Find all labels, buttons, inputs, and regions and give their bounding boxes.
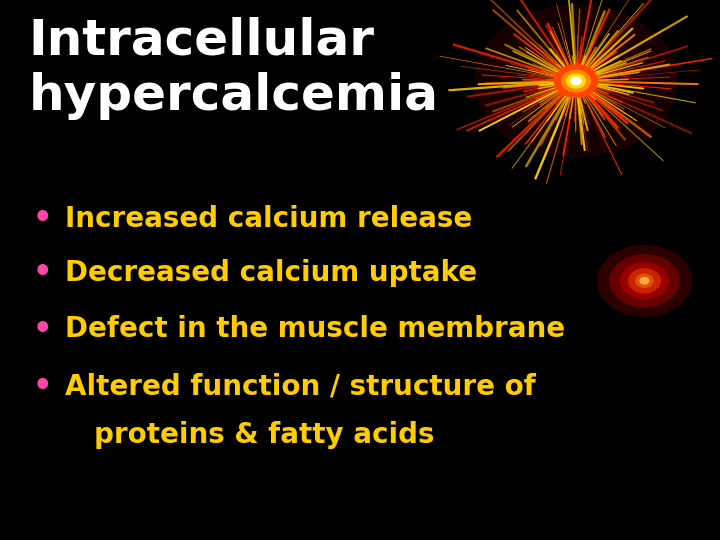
Circle shape xyxy=(598,246,691,316)
Circle shape xyxy=(475,5,677,157)
Text: Decreased calcium uptake: Decreased calcium uptake xyxy=(65,259,477,287)
Circle shape xyxy=(567,74,585,88)
Text: Intracellular
hypercalcemia: Intracellular hypercalcemia xyxy=(29,16,438,120)
Text: proteins & fatty acids: proteins & fatty acids xyxy=(94,421,434,449)
Circle shape xyxy=(562,70,590,92)
Circle shape xyxy=(571,77,581,85)
Text: Defect in the muscle membrane: Defect in the muscle membrane xyxy=(65,315,565,343)
Text: Increased calcium release: Increased calcium release xyxy=(65,205,472,233)
Circle shape xyxy=(629,269,660,293)
Text: •: • xyxy=(32,204,52,233)
Text: Altered function / structure of: Altered function / structure of xyxy=(65,372,536,400)
Circle shape xyxy=(640,278,649,284)
Text: •: • xyxy=(32,315,52,344)
Text: •: • xyxy=(32,258,52,287)
Circle shape xyxy=(636,274,653,287)
Circle shape xyxy=(621,263,668,299)
Circle shape xyxy=(610,255,679,307)
Text: •: • xyxy=(32,372,52,401)
Circle shape xyxy=(554,65,598,97)
